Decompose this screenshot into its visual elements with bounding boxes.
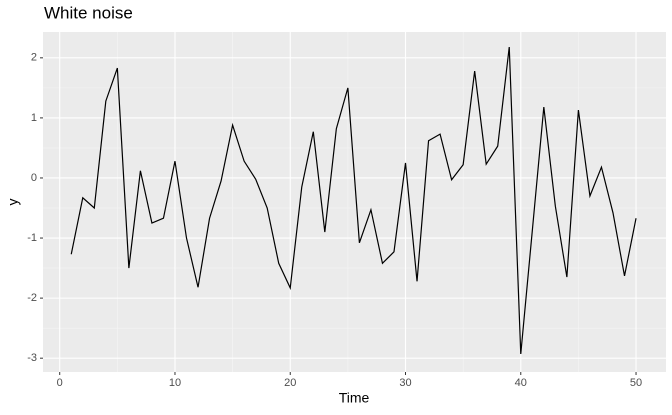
x-tick-label: 0 bbox=[57, 377, 63, 389]
x-tick-label: 50 bbox=[630, 377, 642, 389]
x-axis-label: Time bbox=[339, 390, 370, 406]
y-axis-label: y bbox=[5, 199, 21, 206]
y-tick-label: 0 bbox=[31, 172, 37, 184]
y-tick-label: -2 bbox=[27, 292, 37, 304]
x-tick-label: 20 bbox=[284, 377, 296, 389]
x-tick-label: 10 bbox=[169, 377, 181, 389]
y-tick-label: 2 bbox=[31, 52, 37, 64]
x-tick-label: 40 bbox=[515, 377, 527, 389]
y-tick-label: 1 bbox=[31, 112, 37, 124]
y-tick-label: -1 bbox=[27, 232, 37, 244]
x-tick-label: 30 bbox=[399, 377, 411, 389]
y-tick-label: -3 bbox=[27, 352, 37, 364]
line bbox=[70, 46, 637, 355]
chart-title: White noise bbox=[44, 3, 133, 22]
